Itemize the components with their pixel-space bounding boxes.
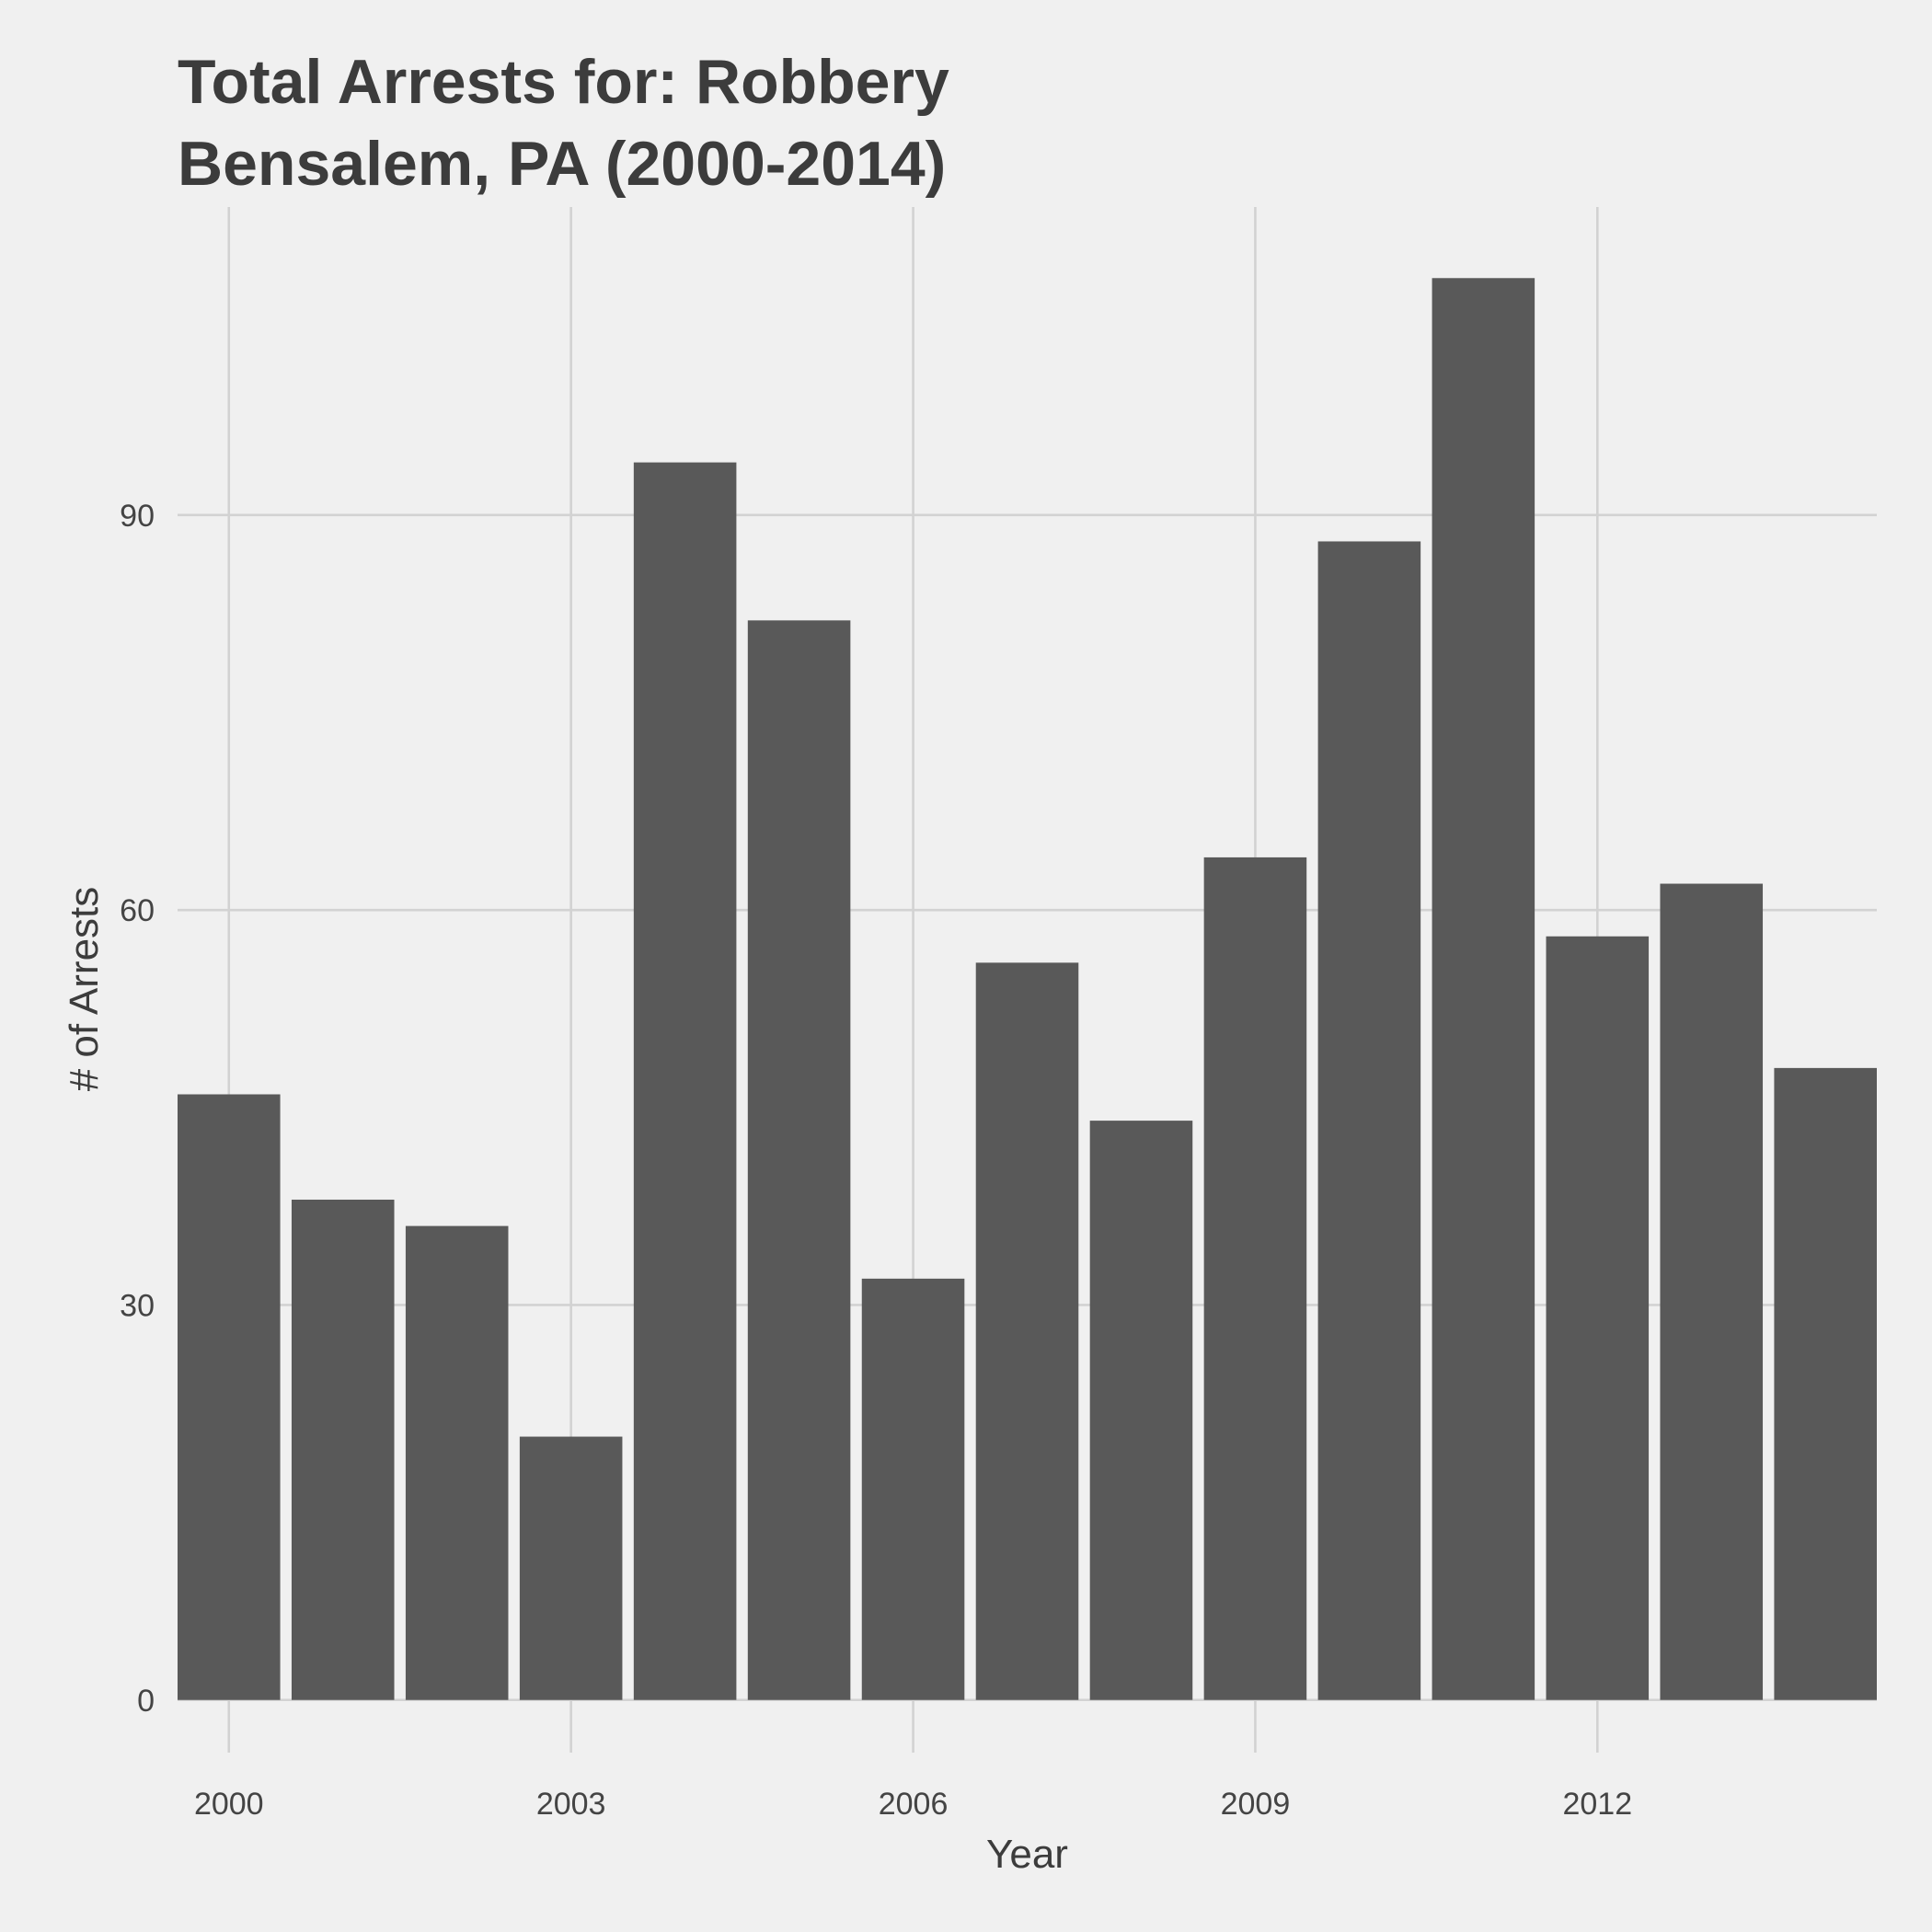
- bar-2005: [747, 620, 851, 1700]
- bar-2000: [178, 1094, 281, 1700]
- bar-2001: [291, 1199, 395, 1700]
- x-tick-label-2006: 2006: [879, 1787, 949, 1822]
- y-tick-label-60: 60: [120, 893, 155, 928]
- bar-2013: [1660, 883, 1764, 1700]
- bar-2014: [1774, 1067, 1877, 1700]
- chart-title-line-1: Total Arrests for: Robbery: [178, 47, 949, 117]
- x-tick-label-2003: 2003: [536, 1787, 606, 1822]
- bar-2009: [1203, 857, 1307, 1700]
- x-tick-label-2000: 2000: [194, 1787, 264, 1822]
- bar-2003: [519, 1436, 623, 1700]
- bar-2007: [975, 962, 1079, 1700]
- bar-2002: [405, 1225, 509, 1700]
- x-tick-label-2012: 2012: [1562, 1787, 1632, 1822]
- bar-2011: [1432, 278, 1535, 1700]
- bar-2006: [861, 1278, 965, 1700]
- bar-2010: [1317, 541, 1421, 1700]
- y-axis-title: # of Arrests: [62, 887, 107, 1092]
- bar-2004: [633, 462, 737, 1700]
- x-tick-label-2009: 2009: [1221, 1787, 1291, 1822]
- x-axis-title: Year: [986, 1832, 1068, 1877]
- y-tick-label-30: 30: [120, 1288, 155, 1323]
- y-tick-label-90: 90: [120, 499, 155, 534]
- bar-2008: [1089, 1121, 1193, 1700]
- y-tick-label-0: 0: [137, 1684, 155, 1719]
- bar-2012: [1546, 936, 1650, 1700]
- chart-title-line-2: Bensalem, PA (2000-2014): [178, 129, 947, 199]
